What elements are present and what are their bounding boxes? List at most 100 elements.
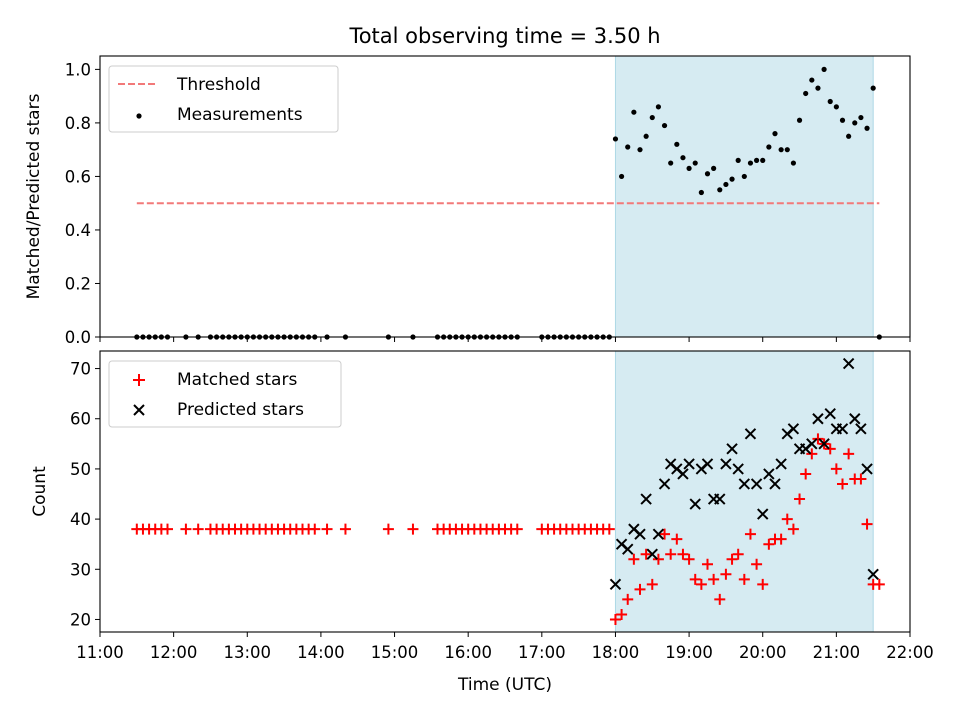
bottom-y-tick-label: 70: [70, 360, 91, 379]
matched-stars-point: [321, 523, 333, 535]
predicted-stars-point: [757, 508, 769, 520]
measurements-point: [760, 157, 766, 163]
matched-stars-point: [812, 433, 824, 445]
measurements-point: [723, 181, 729, 188]
measurements-point: [784, 147, 790, 153]
bottom-y-axis-label: Count: [30, 466, 50, 517]
matched-stars-point: [738, 573, 750, 585]
measurements-point: [637, 147, 643, 153]
measurements-point: [833, 104, 839, 110]
matched-stars-point: [751, 558, 763, 570]
measurements-point: [864, 125, 870, 131]
measurements-point: [711, 165, 717, 171]
measurements-point: [809, 77, 815, 83]
measurements-point: [753, 157, 760, 163]
matched-stars-point: [695, 578, 707, 590]
predicted-stars-point: [744, 428, 757, 440]
top-axes-frame: [99, 55, 911, 338]
predicted-stars-point: [701, 458, 714, 470]
top-panel: 0.0 0.2 0.4 0.6 0.8 1.0 Matched/Predicted sta…: [24, 55, 911, 347]
matched-stars-point: [726, 553, 738, 565]
matched-stars-point: [714, 593, 726, 605]
figure-title: Total observing time = 3.50 h: [348, 24, 660, 48]
measurements-point: [735, 157, 741, 163]
matched-stars-point: [665, 548, 677, 560]
predicted-stars-point: [763, 468, 775, 480]
predicted-stars-point: [683, 458, 695, 470]
matched-stars-point: [757, 578, 769, 590]
matched-stars-point: [628, 553, 640, 565]
measurements-point: [827, 98, 833, 105]
x-tick-label: 17:00: [518, 643, 566, 662]
bottom-y-tick-label: 40: [70, 510, 91, 529]
measurements-point: [680, 155, 686, 161]
measurements-point: [618, 173, 625, 180]
matched-stars-point: [671, 533, 683, 545]
measurements-point: [717, 187, 723, 193]
matched-stars-point: [622, 593, 634, 605]
predicted-stars-point: [726, 443, 738, 455]
matched-stars-point: [806, 448, 818, 460]
matched-stars-point: [180, 523, 192, 535]
measurements-point: [674, 141, 680, 147]
legend-predicted-marker: [133, 404, 145, 416]
x-tick-label: 22:00: [886, 643, 934, 662]
measurements-point: [796, 117, 803, 123]
top-legend: Threshold Measurements: [108, 65, 339, 133]
top-legend-box: [108, 65, 339, 133]
predicted-stars-point: [818, 438, 830, 450]
measurements-point: [790, 160, 797, 166]
legend-matched-label: Matched stars: [177, 370, 297, 390]
top-y-tick-label: 0.0: [65, 328, 91, 347]
matched-stars-point: [309, 523, 321, 535]
matched-stars-point: [689, 573, 701, 585]
matched-stars-point: [646, 578, 658, 590]
matched-stars-point: [162, 523, 173, 535]
matched-stars-point: [873, 578, 885, 590]
top-y-tick-label: 0.6: [65, 167, 91, 186]
measurements-point: [698, 189, 704, 196]
bottom-y-tick-label: 60: [70, 410, 91, 429]
bottom-legend: Matched stars Predicted stars: [108, 360, 342, 428]
top-y-tick-label: 1.0: [65, 60, 91, 79]
measurements-point: [821, 66, 827, 72]
predicted-stars-point: [775, 458, 787, 470]
measurements-point: [704, 171, 711, 177]
matched-stars-point: [511, 523, 523, 535]
matched-stars-point: [855, 473, 867, 485]
predicted-stars-point: [867, 568, 879, 581]
predicted-stars-point: [640, 493, 652, 505]
matched-stars-point: [720, 568, 732, 580]
predicted-stars-point: [689, 498, 701, 510]
predicted-stars-point: [622, 543, 634, 555]
top-y-tick-label: 0.4: [65, 221, 91, 240]
measurements-point: [815, 85, 821, 91]
matched-stars-point: [683, 553, 695, 565]
matched-stars-point: [677, 548, 689, 560]
measurements-point: [612, 136, 619, 142]
bottom-panel: 11:00 12:00 13:00 14:00 15:00 16:00 17:00 18:00…: [30, 350, 934, 695]
x-axis-label: Time (UTC): [457, 675, 552, 695]
x-tick-label: 14:00: [297, 643, 345, 662]
bottom-axes-frame: [99, 350, 911, 633]
legend-threshold-label: Threshold: [176, 75, 261, 95]
predicted-stars-point: [738, 478, 751, 490]
measurements-point: [870, 85, 876, 91]
measurements-point: [729, 176, 735, 182]
matched-stars-point: [843, 448, 855, 460]
predicted-stars-point: [714, 493, 726, 505]
matched-stars-point: [800, 468, 812, 480]
measurements-point: [643, 133, 649, 139]
matched-stars-point: [824, 443, 836, 455]
predicted-stars-point: [652, 528, 665, 540]
predicted-stars-point: [677, 468, 689, 480]
measurements-point: [766, 144, 772, 150]
matched-stars-point: [708, 573, 720, 585]
matched-stars-point: [732, 548, 744, 560]
predicted-stars-point: [861, 463, 873, 475]
matched-stars-point: [609, 613, 621, 625]
matched-stars-point: [837, 478, 848, 490]
measurements-point: [625, 144, 631, 150]
matched-stars-point: [763, 538, 775, 550]
matched-stars-point: [192, 523, 204, 535]
